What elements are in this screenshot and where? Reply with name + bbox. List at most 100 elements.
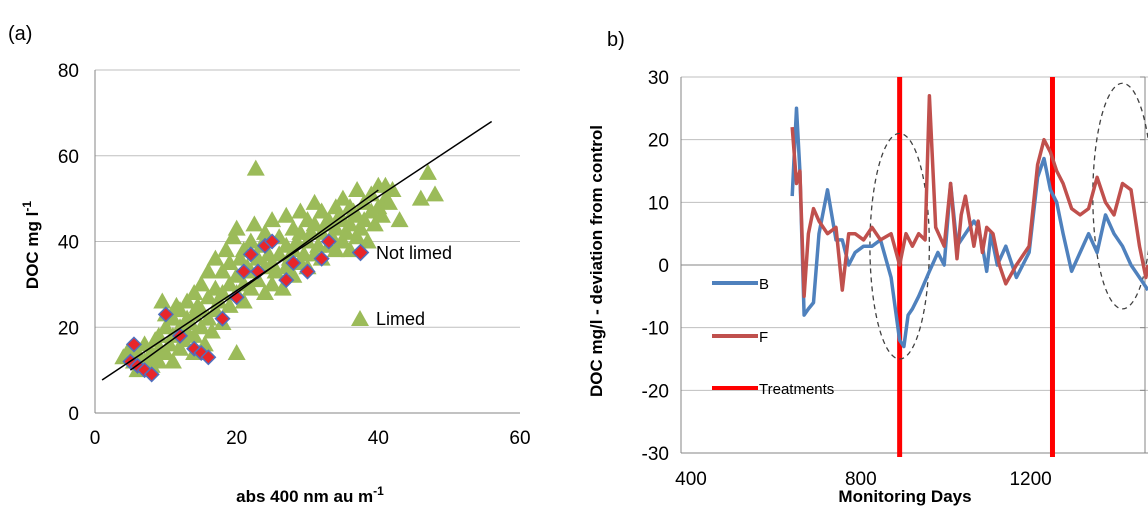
limed-point: [365, 215, 384, 232]
limed-point: [362, 202, 381, 219]
limed-point: [220, 253, 239, 270]
legend-treatments-label: Treatments: [759, 381, 834, 398]
limed-point: [248, 249, 267, 266]
not-limed-point: [299, 263, 316, 280]
x-tick-label-b: 1200: [1009, 469, 1051, 490]
limed-point: [348, 228, 367, 245]
panel-b-legend: B F Treatments: [712, 276, 834, 398]
legend-not-limed-marker: [351, 243, 370, 262]
y-tick-label-b: 0: [658, 256, 669, 277]
y-tick-label-b: -10: [642, 319, 669, 340]
limed-point: [263, 275, 282, 292]
limed-point: [227, 219, 246, 236]
y-tick-label-a: 40: [58, 233, 79, 254]
limed-point: [241, 279, 260, 296]
x-tick-label-a: 40: [368, 428, 389, 449]
limed-point: [153, 292, 172, 309]
limed-point: [284, 241, 303, 258]
not-limed-point: [143, 366, 160, 383]
limed-point: [185, 283, 204, 300]
panel-b-y-ticks: -30 -20 -10 0 10 20 30: [642, 68, 669, 465]
limed-point: [263, 211, 282, 228]
limed-point: [277, 206, 296, 223]
panel-a-x-ticks: 0 20 40 60: [90, 428, 531, 449]
limed-point: [362, 185, 381, 202]
y-tick-label-a: 80: [58, 61, 79, 82]
limed-point: [171, 339, 189, 356]
limed-point: [358, 232, 377, 249]
panel-b-y-axis-title: DOC mg/l - deviation from control: [587, 125, 606, 397]
limed-point: [135, 335, 154, 352]
not-limed-point: [125, 336, 143, 353]
panel-a-fit-lines: [101, 120, 493, 381]
panel-b-x-ticks: 400 800 1200: [675, 469, 1052, 490]
limed-point: [185, 305, 204, 322]
limed-point: [202, 322, 221, 339]
not-limed-point: [214, 310, 231, 327]
limed-point: [333, 232, 352, 249]
fit-line-a: [129, 189, 379, 371]
panel-b-gridlines: [681, 76, 1148, 454]
panel-a-y-ticks: 0 20 40 60 80: [58, 61, 79, 425]
limed-point: [312, 202, 331, 219]
limed-point: [291, 202, 310, 219]
limed-point: [220, 296, 239, 313]
fit-line-a: [101, 120, 493, 381]
limed-point: [160, 335, 179, 352]
limed-point: [341, 215, 359, 232]
limed-point: [224, 228, 243, 245]
limed-point: [156, 343, 175, 360]
legend-f-label: F: [759, 329, 768, 346]
limed-point: [217, 241, 236, 258]
limed-point: [128, 343, 147, 360]
limed-point: [192, 318, 211, 335]
panel-b-series: [790, 94, 1148, 349]
y-tick-label-b: 10: [648, 193, 669, 214]
limed-point: [305, 193, 324, 210]
panel-b: b) -30 -20 -10 0 10 20 30 400 800 1200 B F Treat…: [587, 29, 1148, 506]
limed-point: [355, 211, 374, 228]
not-limed-point: [235, 263, 252, 280]
panel-a-x-axis-title: abs 400 nm au m-1: [236, 484, 384, 506]
limed-point: [355, 193, 374, 210]
series-line-F: [790, 94, 1148, 299]
limed-point: [213, 283, 232, 300]
limed-point: [142, 343, 161, 360]
limed-point: [220, 275, 239, 292]
limed-point: [149, 352, 168, 369]
not-limed-point: [200, 349, 217, 366]
panel-a-legend: Not limed Limed: [351, 243, 452, 329]
not-limed-point: [313, 250, 330, 267]
limed-point: [426, 185, 444, 202]
panel-a-label: (a): [8, 23, 32, 45]
panel-a-y-axis-title: DOC mg l-1: [20, 201, 42, 289]
panel-b-x-axis-title: Monitoring Days: [838, 487, 971, 506]
not-limed-point: [157, 306, 174, 323]
y-tick-label-b: 20: [648, 131, 669, 152]
panel-a-axes: [94, 70, 520, 414]
limed-point: [326, 241, 345, 258]
limed-point: [199, 288, 218, 305]
limed-point: [241, 232, 260, 249]
limed-point: [266, 262, 285, 279]
y-tick-label-b: -20: [642, 381, 669, 402]
panel-b-ellipses: [869, 82, 1148, 360]
x-tick-label-b: 400: [675, 469, 707, 490]
legend-b-label: B: [759, 276, 769, 293]
y-tick-label-b: 30: [648, 68, 669, 89]
limed-point: [418, 163, 437, 180]
limed-point: [185, 326, 204, 343]
limed-point: [171, 301, 189, 318]
x-tick-label-b: 800: [845, 469, 877, 490]
legend-limed-label: Limed: [376, 309, 425, 329]
panel-b-label: b): [607, 29, 625, 51]
limed-point: [246, 159, 265, 176]
not-limed-point: [242, 246, 259, 263]
limed-point: [256, 283, 274, 300]
limed-point: [163, 309, 182, 326]
x-tick-label-a: 60: [509, 428, 530, 449]
limed-point: [351, 219, 370, 236]
panel-a: (a) 0 20 40 60 80 0 20 40 60 Not limed Limed DO…: [8, 23, 531, 506]
not-limed-point: [285, 254, 302, 271]
limed-point: [383, 181, 402, 198]
